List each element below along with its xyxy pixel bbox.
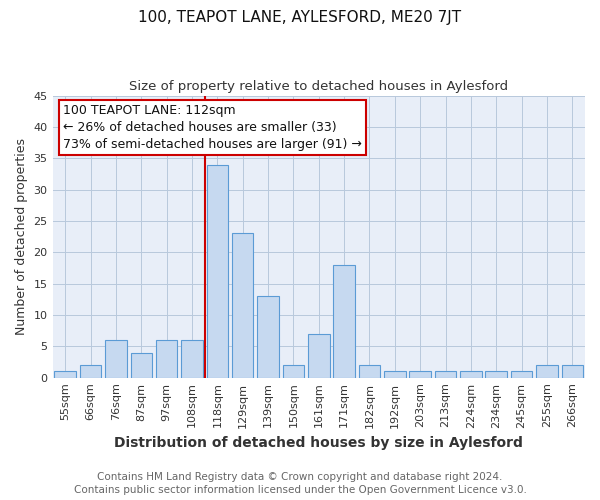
Bar — [562, 365, 583, 378]
Bar — [131, 352, 152, 378]
Text: 100, TEAPOT LANE, AYLESFORD, ME20 7JT: 100, TEAPOT LANE, AYLESFORD, ME20 7JT — [139, 10, 461, 25]
Bar — [460, 372, 482, 378]
Bar — [80, 365, 101, 378]
Bar — [257, 296, 279, 378]
Bar — [156, 340, 178, 378]
Bar — [181, 340, 203, 378]
Bar — [485, 372, 507, 378]
Bar — [536, 365, 558, 378]
Y-axis label: Number of detached properties: Number of detached properties — [15, 138, 28, 335]
Bar — [334, 265, 355, 378]
Bar — [283, 365, 304, 378]
X-axis label: Distribution of detached houses by size in Aylesford: Distribution of detached houses by size … — [115, 436, 523, 450]
Bar — [55, 372, 76, 378]
Bar — [308, 334, 329, 378]
Bar — [359, 365, 380, 378]
Bar — [409, 372, 431, 378]
Title: Size of property relative to detached houses in Aylesford: Size of property relative to detached ho… — [129, 80, 508, 93]
Bar — [435, 372, 457, 378]
Bar — [511, 372, 532, 378]
Bar — [232, 234, 253, 378]
Bar — [206, 164, 228, 378]
Bar — [384, 372, 406, 378]
Text: Contains HM Land Registry data © Crown copyright and database right 2024.
Contai: Contains HM Land Registry data © Crown c… — [74, 472, 526, 495]
Text: 100 TEAPOT LANE: 112sqm
← 26% of detached houses are smaller (33)
73% of semi-de: 100 TEAPOT LANE: 112sqm ← 26% of detache… — [63, 104, 362, 151]
Bar — [105, 340, 127, 378]
